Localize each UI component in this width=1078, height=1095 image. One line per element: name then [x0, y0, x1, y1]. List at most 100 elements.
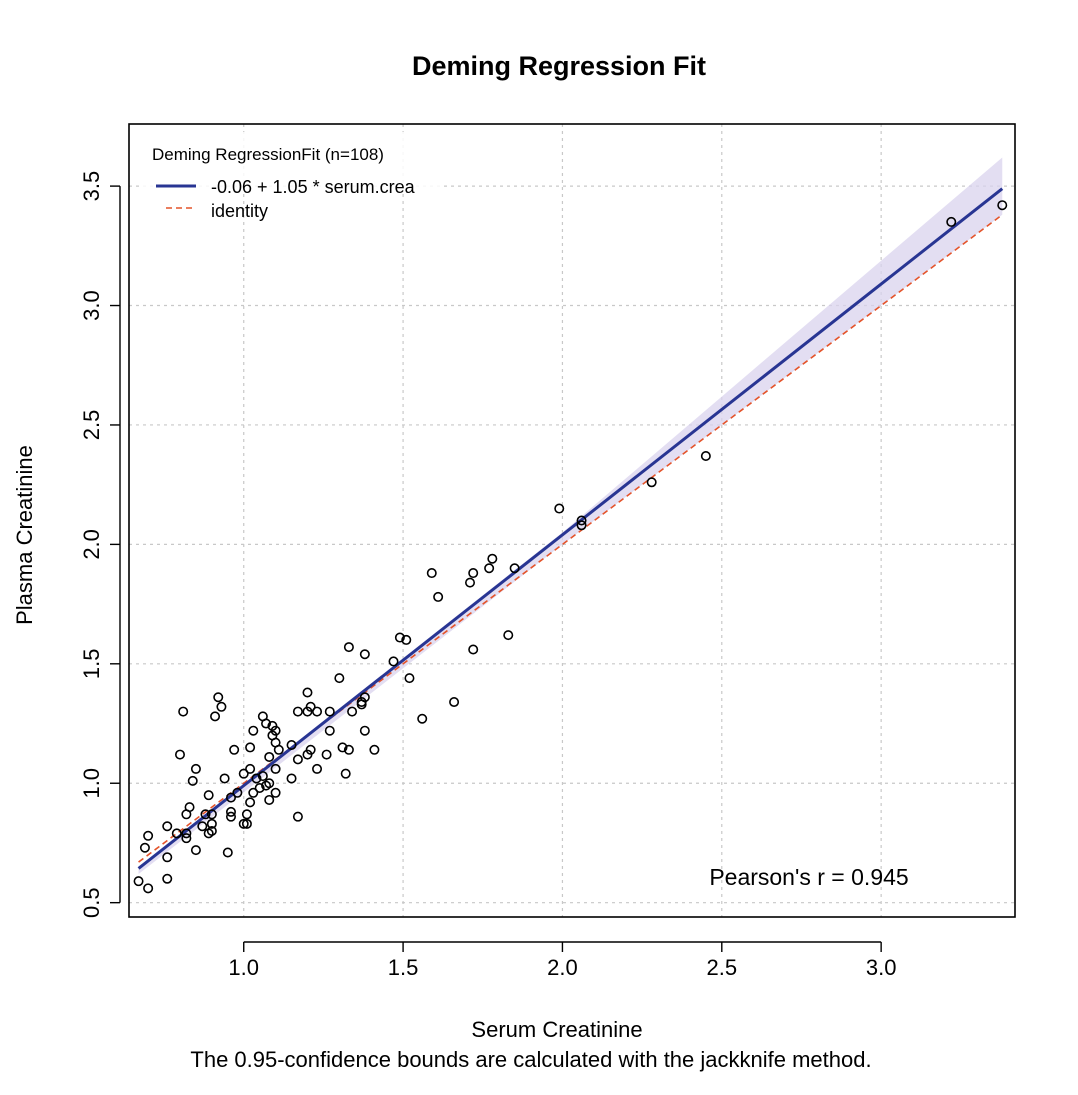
data-point: [187, 775, 198, 786]
data-point: [337, 742, 348, 753]
data-point: [324, 706, 335, 717]
data-point: [286, 740, 297, 751]
data-point: [248, 725, 259, 736]
data-point: [468, 568, 479, 579]
data-point: [245, 797, 256, 808]
data-point: [292, 754, 303, 765]
data-point: [321, 749, 332, 760]
y-tick-label: 2.0: [79, 529, 104, 560]
data-point: [213, 692, 224, 703]
data-point: [254, 783, 265, 794]
data-point: [302, 687, 313, 698]
data-point: [401, 634, 412, 645]
data-point: [133, 876, 144, 887]
data-point: [343, 744, 354, 755]
data-point: [394, 632, 405, 643]
data-point: [225, 811, 236, 822]
data-point: [181, 828, 192, 839]
data-point: [468, 644, 479, 655]
scatter-points: [133, 200, 1008, 894]
data-point: [181, 833, 192, 844]
chart-footnote: The 0.95-confidence bounds are calculate…: [190, 1047, 871, 1072]
data-point: [190, 763, 201, 774]
data-point: [356, 699, 367, 710]
y-tick-label: 2.5: [79, 410, 104, 441]
data-point: [257, 771, 268, 782]
data-point: [225, 806, 236, 817]
data-point: [286, 773, 297, 784]
y-tick-label: 3.0: [79, 290, 104, 321]
data-point: [206, 818, 217, 829]
data-point: [241, 809, 252, 820]
data-point: [509, 563, 520, 574]
data-point: [484, 563, 495, 574]
data-point: [273, 744, 284, 755]
chart-title: Deming Regression Fit: [412, 51, 706, 81]
data-point: [162, 873, 173, 884]
data-point: [576, 515, 587, 526]
data-point: [197, 821, 208, 832]
y-axis-label: Plasma Creatinine: [12, 445, 37, 625]
data-point: [554, 503, 565, 514]
data-point: [251, 773, 262, 784]
data-point: [305, 744, 316, 755]
regression-line: [137, 187, 1004, 870]
grid-lines: [129, 124, 1015, 917]
data-point: [184, 802, 195, 813]
data-point: [417, 713, 428, 724]
x-tick-label: 1.5: [388, 955, 419, 980]
data-point: [225, 792, 236, 803]
data-point: [388, 656, 399, 667]
data-point: [143, 830, 154, 841]
data-point: [426, 568, 437, 579]
y-tick-label: 1.0: [79, 768, 104, 799]
data-point: [241, 818, 252, 829]
data-point: [245, 763, 256, 774]
y-tick-label: 3.5: [79, 171, 104, 202]
data-point: [646, 477, 657, 488]
data-point: [200, 809, 211, 820]
x-axis-label: Serum Creatinine: [471, 1017, 642, 1042]
data-point: [334, 673, 345, 684]
data-point: [343, 642, 354, 653]
data-point: [465, 577, 476, 588]
data-point: [171, 828, 182, 839]
x-tick-label: 3.0: [866, 955, 897, 980]
confidence-band-layer: [138, 157, 1003, 875]
legend-label-identity: identity: [211, 201, 268, 221]
data-point: [238, 768, 249, 779]
data-point: [292, 811, 303, 822]
data-point: [162, 821, 173, 832]
data-point: [222, 847, 233, 858]
data-point: [576, 520, 587, 531]
data-point: [139, 842, 150, 853]
data-point: [245, 742, 256, 753]
axes: 1.0 1.5 2.0 2.5 3.0 0.5 1.0 1.5 2.0 2.5 3.0 3.5: [79, 123, 1016, 980]
data-point: [270, 787, 281, 798]
legend-title: Deming RegressionFit (n=108): [152, 145, 384, 164]
data-point: [487, 553, 498, 564]
data-point: [449, 697, 460, 708]
data-point: [270, 763, 281, 774]
data-point: [238, 818, 249, 829]
data-point: [312, 763, 323, 774]
data-point: [305, 701, 316, 712]
data-point: [248, 787, 259, 798]
data-point: [369, 744, 380, 755]
data-point: [292, 706, 303, 717]
data-point: [219, 773, 230, 784]
data-point: [206, 826, 217, 837]
y-tick-label: 1.5: [79, 649, 104, 680]
line-layer: [137, 187, 1004, 870]
confidence-band: [138, 157, 1003, 875]
data-point: [216, 701, 227, 712]
data-point: [312, 706, 323, 717]
x-tick-label: 2.5: [706, 955, 737, 980]
data-point: [946, 216, 957, 227]
data-point: [178, 706, 189, 717]
data-point: [264, 778, 275, 789]
data-point: [359, 649, 370, 660]
data-point: [503, 630, 514, 641]
